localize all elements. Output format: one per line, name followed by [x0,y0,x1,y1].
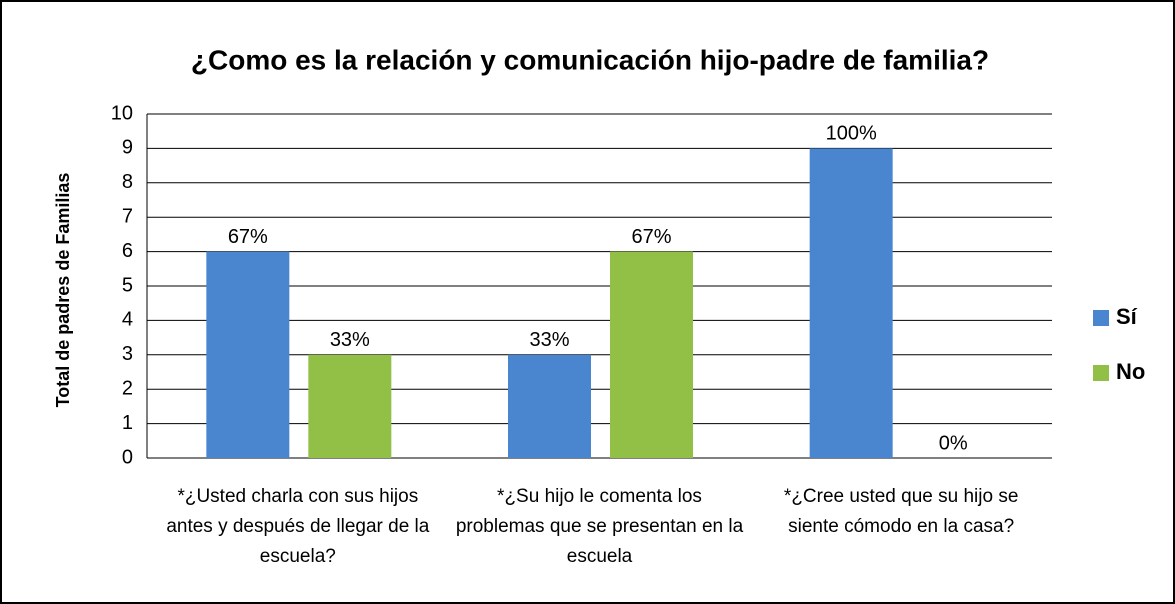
y-tick-label: 8 [122,171,133,193]
legend-swatch [1093,365,1109,381]
y-tick-label: 4 [122,309,133,331]
legend-label: Sí [1116,304,1138,329]
bar [610,251,693,458]
x-tick-label: *¿Usted charla con sus hijos antes y des… [166,486,430,567]
x-tick-label: *¿Cree usted que su hijo se siente cómod… [783,486,1019,537]
y-tick-label: 0 [122,446,133,468]
data-label: 33% [529,329,569,351]
x-tick-label: *¿Su hijo le comenta los problemas que s… [455,486,744,567]
legend-swatch [1093,310,1109,326]
bar [206,251,290,458]
y-tick-label: 7 [122,205,133,227]
bar [809,148,893,458]
data-label: 100% [826,123,877,145]
y-tick-label: 10 [111,102,133,124]
legend-label: No [1116,359,1145,384]
bar [308,354,392,458]
y-tick-label: 1 [122,412,133,434]
data-label: 33% [330,329,370,351]
y-tick-label: 3 [122,343,133,365]
y-tick-label: 9 [122,137,133,159]
y-tick-label: 2 [122,377,133,399]
y-tick-label: 5 [122,274,133,296]
y-axis-title: Total de padres de Familias [53,173,73,408]
data-label: 0% [939,432,968,454]
y-tick-label: 6 [122,240,133,262]
data-label: 67% [228,226,268,248]
data-label: 67% [631,226,671,248]
chart-title: ¿Como es la relación y comunicación hijo… [191,44,989,75]
bar [508,354,591,458]
